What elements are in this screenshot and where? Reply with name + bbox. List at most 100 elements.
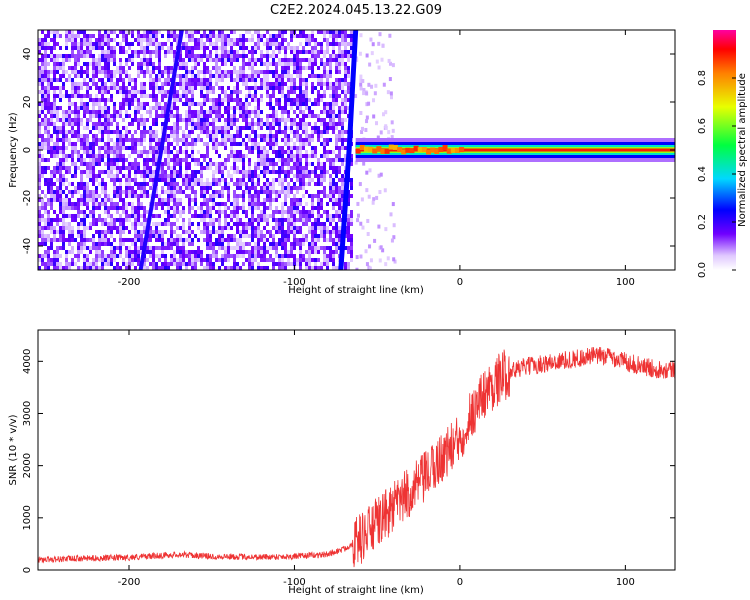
noise-cell	[221, 174, 224, 178]
noise-cell	[296, 198, 299, 202]
noise-cell	[101, 130, 104, 134]
noise-cell	[299, 210, 302, 214]
noise-cell	[299, 86, 302, 90]
noise-cell	[50, 106, 53, 110]
noise-cell	[305, 82, 308, 86]
noise-cell	[296, 258, 299, 262]
noise-cell	[155, 130, 158, 134]
noise-cell	[350, 222, 353, 226]
noise-cell	[50, 134, 53, 138]
noise-cell	[125, 174, 128, 178]
noise-cell	[200, 162, 203, 166]
noise-cell	[98, 86, 101, 90]
noise-cell	[296, 62, 299, 66]
noise-cell	[320, 30, 323, 34]
noise-cell	[173, 250, 176, 254]
noise-cell	[260, 98, 263, 102]
noise-cell	[221, 190, 224, 194]
noise-cell	[158, 174, 161, 178]
noise-cell	[191, 174, 194, 178]
noise-cell	[332, 106, 335, 110]
noise-cell	[191, 242, 194, 246]
noise-cell	[182, 58, 185, 62]
noise-cell	[245, 54, 248, 58]
noise-cell	[65, 214, 68, 218]
noise-cell	[113, 146, 116, 150]
noise-cell	[74, 54, 77, 58]
noise-cell	[290, 34, 293, 38]
noise-cell	[239, 130, 242, 134]
noise-cell	[173, 178, 176, 182]
noise-cell	[206, 82, 209, 86]
noise-cell	[65, 138, 68, 142]
colorbar-tick-label: 0.0	[697, 262, 708, 278]
noise-cell	[320, 122, 323, 126]
noise-cell	[248, 226, 251, 230]
noise-cell	[104, 242, 107, 246]
noise-cell	[80, 54, 83, 58]
noise-cell	[332, 102, 335, 106]
noise-cell	[122, 242, 125, 246]
noise-cell	[257, 162, 260, 166]
noise-cell	[311, 34, 314, 38]
noise-cell	[119, 218, 122, 222]
noise-cell	[305, 182, 308, 186]
noise-cell	[293, 70, 296, 74]
noise-cell	[65, 146, 68, 150]
noise-cell	[242, 66, 245, 70]
noise-cell	[179, 118, 182, 122]
noise-cell	[101, 202, 104, 206]
noise-cell	[287, 186, 290, 190]
noise-cell	[68, 54, 71, 58]
noise-cell	[158, 102, 161, 106]
noise-cell	[50, 110, 53, 114]
noise-cell	[224, 50, 227, 54]
noise-cell	[86, 166, 89, 170]
noise-cell	[158, 78, 161, 82]
noise-cell	[260, 246, 263, 250]
noise-cell	[242, 106, 245, 110]
noise-cell	[56, 126, 59, 130]
noise-cell	[53, 130, 56, 134]
noise-cell	[62, 214, 65, 218]
noise-cell	[128, 250, 131, 254]
noise-cell	[107, 46, 110, 50]
noise-cell	[329, 42, 332, 46]
noise-cell	[329, 118, 332, 122]
noise-cell	[215, 50, 218, 54]
noise-cell	[197, 182, 200, 186]
noise-cell	[371, 200, 375, 205]
noise-cell	[101, 114, 104, 118]
noise-cell	[95, 230, 98, 234]
noise-cell	[212, 46, 215, 50]
noise-cell	[296, 186, 299, 190]
noise-cell	[335, 34, 338, 38]
noise-cell	[266, 118, 269, 122]
noise-cell	[107, 138, 110, 142]
noise-cell	[302, 194, 305, 198]
noise-cell	[182, 118, 185, 122]
noise-cell	[140, 66, 143, 70]
noise-cell	[266, 138, 269, 142]
noise-cell	[212, 230, 215, 234]
noise-cell	[53, 174, 56, 178]
noise-cell	[200, 250, 203, 254]
noise-cell	[302, 178, 305, 182]
noise-cell	[239, 46, 242, 50]
noise-cell	[332, 54, 335, 58]
noise-cell	[89, 54, 92, 58]
noise-cell	[263, 202, 266, 206]
noise-cell	[122, 206, 125, 210]
noise-cell	[284, 58, 287, 62]
noise-cell	[200, 34, 203, 38]
noise-cell	[293, 214, 296, 218]
noise-cell	[119, 130, 122, 134]
noise-cell	[41, 226, 44, 230]
noise-cell	[332, 118, 335, 122]
noise-cell	[41, 122, 44, 126]
noise-cell	[266, 54, 269, 58]
noise-cell	[251, 150, 254, 154]
noise-cell	[173, 254, 176, 258]
noise-cell	[155, 98, 158, 102]
noise-cell	[299, 166, 302, 170]
